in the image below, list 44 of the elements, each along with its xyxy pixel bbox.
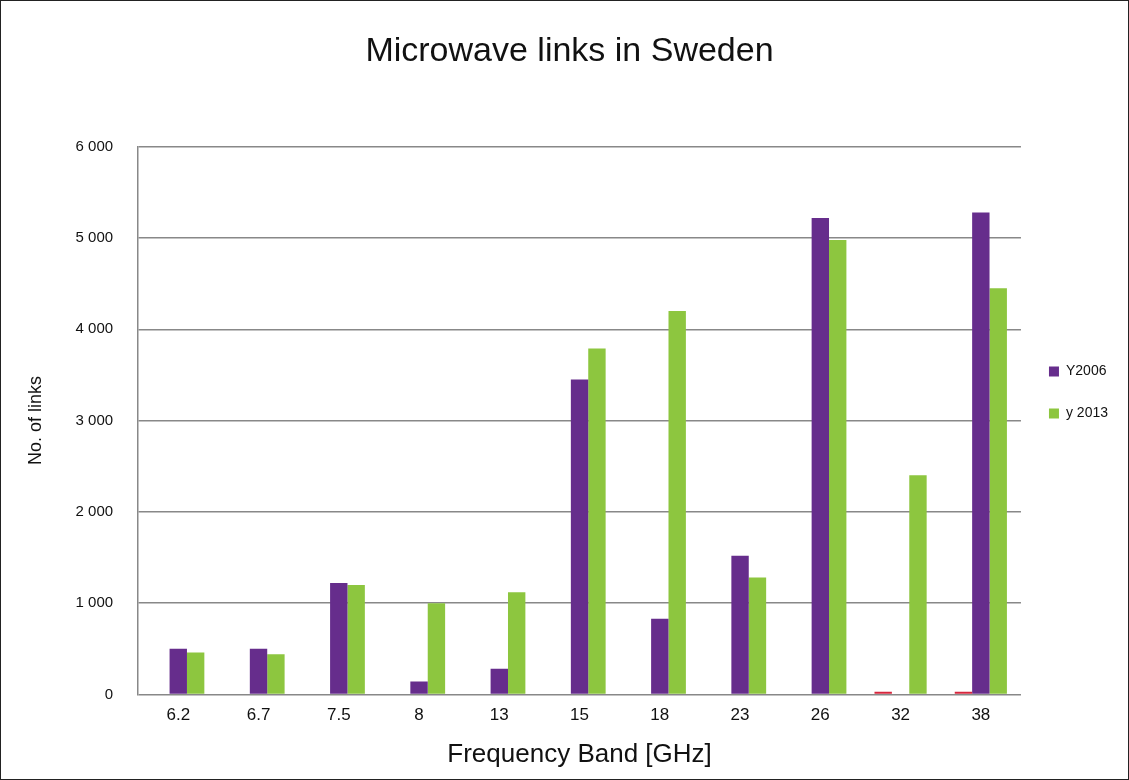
bar (347, 584, 365, 694)
bar (989, 288, 1007, 694)
bar (186, 652, 205, 694)
x-tick-label: 7.5 (326, 705, 351, 725)
x-tick-label: 15 (570, 705, 590, 725)
bar (570, 379, 589, 694)
x-tick-label: 8 (414, 705, 424, 725)
y-axis-title: No. of links (24, 376, 45, 466)
bar (829, 239, 847, 694)
legend-label: y 2013 (1065, 404, 1109, 421)
x-tick-label: 26 (810, 705, 830, 725)
x-tick-label: 23 (730, 705, 750, 725)
bar (731, 555, 749, 694)
bar (330, 583, 348, 694)
y-tick-label: 5 000 (75, 228, 114, 246)
bar (427, 603, 446, 694)
chart-title: Microwave links in Sweden (365, 29, 774, 68)
legend-label: Y2006 (1065, 362, 1107, 379)
y-tick-label: 0 (104, 684, 114, 702)
x-tick-label: 38 (971, 705, 991, 725)
bar (909, 475, 927, 694)
bar (169, 648, 187, 694)
bar (972, 212, 990, 694)
y-tick-label: 3 000 (75, 410, 114, 428)
bar (748, 577, 767, 694)
y-tick-label: 6 000 (75, 136, 114, 154)
bar (668, 311, 686, 694)
y-tick-label: 2 000 (75, 502, 114, 520)
bar (811, 217, 830, 694)
x-axis-title: Frequency Band [GHz] (447, 737, 712, 768)
y-tick-label: 4 000 (75, 319, 114, 337)
bar (651, 618, 669, 694)
bar (490, 668, 508, 694)
x-tick-label: 6.7 (246, 705, 271, 725)
x-tick-label: 6.2 (166, 705, 191, 725)
bar (267, 654, 285, 694)
x-tick-label: 18 (650, 705, 670, 725)
x-tick-label: 13 (489, 705, 509, 725)
bar (249, 648, 268, 694)
y-tick-label: 1 000 (75, 593, 114, 611)
bar (588, 348, 606, 694)
bar (507, 592, 526, 694)
x-tick-label: 32 (891, 705, 911, 725)
bar (410, 681, 428, 694)
